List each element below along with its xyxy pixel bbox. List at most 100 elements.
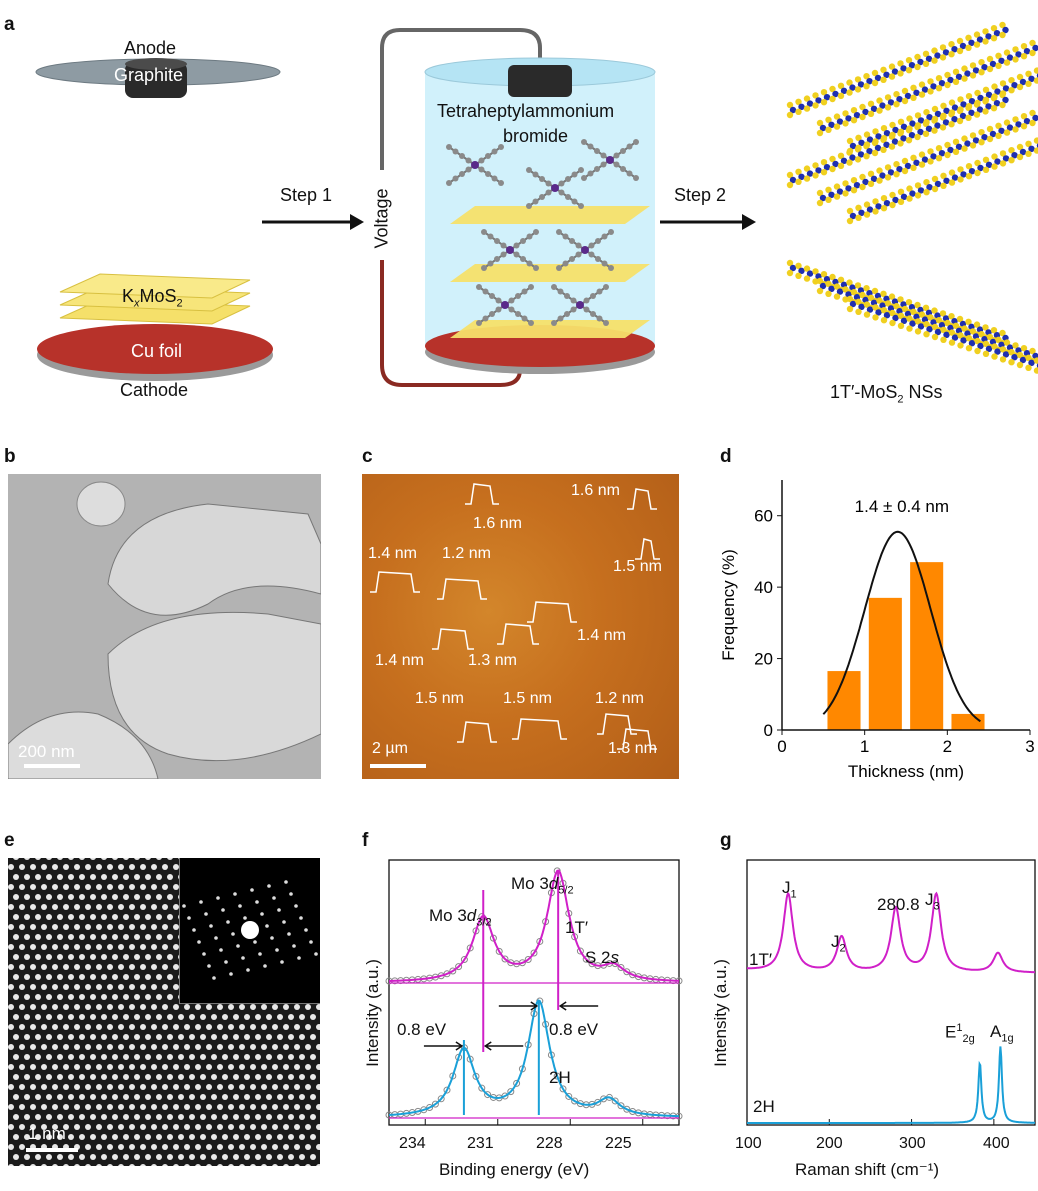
mo-atom xyxy=(819,282,827,290)
mo-atom xyxy=(909,320,916,327)
atom-column xyxy=(310,1114,316,1120)
atom-column xyxy=(112,858,118,860)
atom-column xyxy=(123,954,129,960)
carbon-atom xyxy=(590,293,596,299)
atom-column xyxy=(95,924,102,930)
atom-column xyxy=(150,924,157,930)
atom-column xyxy=(51,1104,58,1110)
s-atom xyxy=(893,171,900,178)
atom-column xyxy=(315,1024,320,1030)
mo-atom xyxy=(815,97,822,104)
s-atom xyxy=(901,87,909,95)
atom-column xyxy=(139,1124,146,1130)
data-point xyxy=(472,1072,480,1080)
atom-column xyxy=(216,1164,223,1166)
atom-column xyxy=(128,1084,135,1090)
atom-column xyxy=(167,858,173,860)
atom-column xyxy=(194,1124,201,1130)
atom-column xyxy=(123,1054,129,1060)
atom-column xyxy=(172,864,179,870)
s-atom xyxy=(880,195,888,202)
s-atom xyxy=(897,70,904,77)
mo-atom xyxy=(875,203,882,210)
atom-column xyxy=(51,1024,58,1030)
s-atom xyxy=(931,175,939,183)
atom-column xyxy=(172,1104,179,1110)
s-atom xyxy=(939,54,947,61)
carbon-atom xyxy=(446,144,452,150)
atom-column xyxy=(233,1094,239,1100)
carbon-atom xyxy=(533,229,539,235)
atom-column xyxy=(194,1024,201,1030)
atom-column xyxy=(84,1164,91,1166)
mo-atom xyxy=(845,185,852,192)
atom-column xyxy=(73,904,80,910)
s-atom xyxy=(974,89,981,97)
atom-column xyxy=(205,1024,212,1030)
atom-column xyxy=(106,1044,113,1050)
atom-column xyxy=(238,1044,245,1050)
atom-column xyxy=(150,1144,157,1150)
mo-atom xyxy=(926,326,933,333)
panel-label-c: c xyxy=(362,446,373,467)
atom-column xyxy=(68,934,74,940)
atom-column xyxy=(183,1004,190,1010)
atom-column xyxy=(145,1054,151,1060)
s-atom xyxy=(957,96,964,103)
mo-atom xyxy=(866,136,874,143)
s-atom xyxy=(1016,143,1024,151)
atom-column xyxy=(128,1004,135,1010)
mo-atom xyxy=(853,182,861,189)
s-atom xyxy=(833,193,841,200)
spectrum-0 xyxy=(389,869,680,982)
s-atom xyxy=(952,322,960,329)
atom-column xyxy=(255,1014,261,1020)
atom-column xyxy=(150,904,157,910)
s-atom xyxy=(910,154,917,161)
atom-column xyxy=(227,1144,234,1150)
atom-column xyxy=(117,1004,124,1010)
atom-column xyxy=(178,1154,184,1160)
s-atom xyxy=(957,176,964,183)
height-profile xyxy=(512,718,567,740)
atom-column xyxy=(123,974,129,980)
atom-column xyxy=(194,1164,201,1166)
atom-column xyxy=(315,1004,320,1010)
atom-column xyxy=(178,1054,184,1060)
data-point xyxy=(466,944,474,952)
atom-column xyxy=(156,934,162,940)
carbon-atom xyxy=(513,242,520,249)
mo-atom xyxy=(862,178,869,186)
product-main: 1T′-MoS xyxy=(830,382,898,402)
atom-column xyxy=(161,1004,168,1010)
s2s-base: S 2 xyxy=(585,948,611,967)
atom-column xyxy=(57,1134,63,1140)
mo-atom xyxy=(874,144,882,152)
atom-column xyxy=(18,984,25,990)
atom-column xyxy=(145,934,151,940)
afm-height-10: 1.5 nm xyxy=(503,690,552,707)
atom-column xyxy=(62,1144,69,1150)
mo-atom xyxy=(951,334,959,341)
atom-column xyxy=(46,1134,52,1140)
atom-column xyxy=(266,1154,272,1160)
s-atom xyxy=(846,137,854,145)
s-atom xyxy=(884,104,892,111)
s-atom xyxy=(897,198,905,205)
carbon-atom xyxy=(557,315,564,322)
atom-column xyxy=(238,1084,245,1090)
s-atom xyxy=(846,217,854,225)
s-atom xyxy=(855,214,862,221)
mo-atom xyxy=(1002,26,1009,34)
carbon-atom xyxy=(613,161,620,168)
s-atom xyxy=(1029,347,1036,355)
atom-column xyxy=(24,1054,30,1060)
s-atom xyxy=(1012,46,1019,53)
carbon-atom xyxy=(633,139,639,145)
atom-column xyxy=(62,1084,69,1090)
mo-atom xyxy=(815,167,822,174)
atom-column xyxy=(46,1074,52,1080)
s-atom xyxy=(961,65,968,72)
atom-column xyxy=(8,964,14,970)
s-atom xyxy=(995,336,1002,343)
